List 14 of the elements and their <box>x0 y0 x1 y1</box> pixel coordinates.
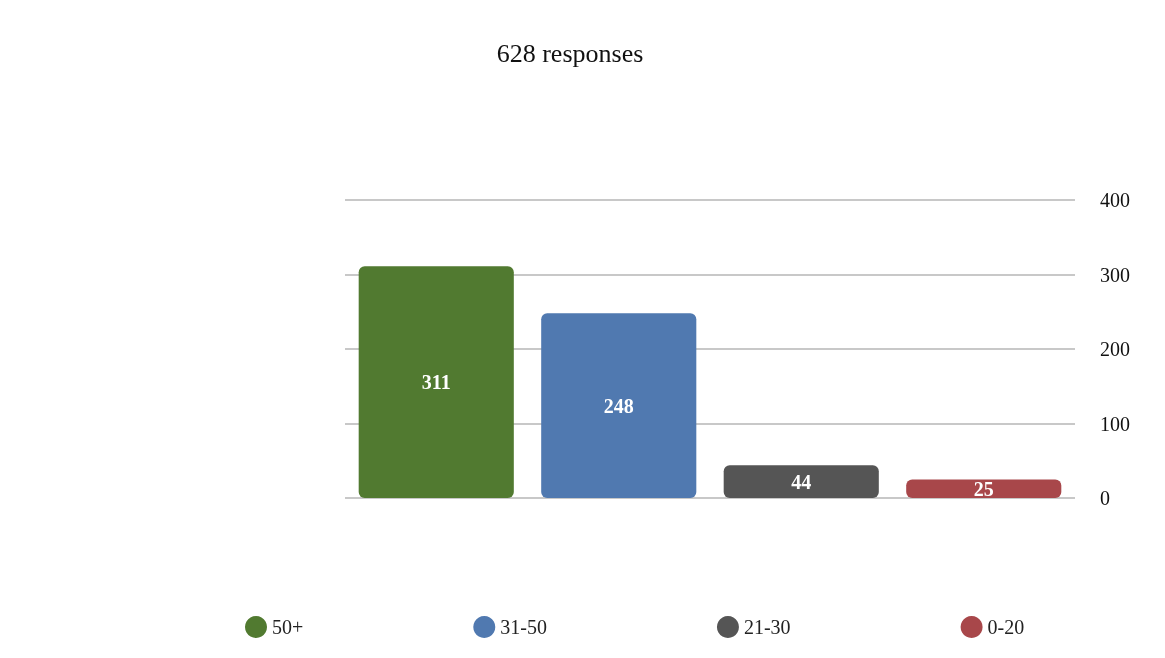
data-label: 44 <box>791 470 812 493</box>
y-tick-label: 400 <box>1100 189 1130 211</box>
data-label: 248 <box>603 394 634 417</box>
y-tick-label: 300 <box>1100 263 1130 286</box>
legend-label: 21-30 <box>743 616 791 638</box>
legend-label: 0-20 <box>987 616 1025 638</box>
y-tick-label: 200 <box>1100 338 1130 360</box>
data-label: 25 <box>973 477 994 500</box>
y-tick-label: 100 <box>1100 412 1130 435</box>
chart-title: 628 responses <box>496 38 644 68</box>
y-tick-label: 0 <box>1100 487 1110 509</box>
data-label: 311 <box>421 371 451 394</box>
legend-label: 31-50 <box>500 616 547 638</box>
legend-label: 50+ <box>272 616 304 638</box>
